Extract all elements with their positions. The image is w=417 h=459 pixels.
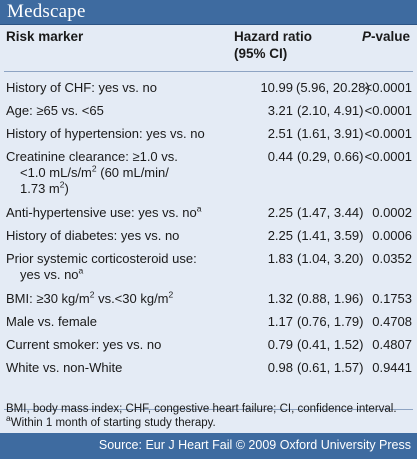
header-hazard-ratio: Hazard ratio (95% CI) (234, 28, 312, 62)
marker-text: ) (64, 181, 69, 196)
marker-text: vs.<30 kg/m (94, 291, 169, 306)
marker-superscript: 2 (59, 179, 65, 190)
header-hazard-ratio-line2: (95% CI) (234, 46, 288, 61)
source-bar: Source: Eur J Heart Fail © 2009 Oxford U… (0, 433, 417, 459)
marker-superscript: 2 (91, 163, 97, 174)
footnote-marker: a (6, 413, 11, 424)
hazard-ratio-cell: 1.83 (267, 251, 293, 266)
footnote-marker: a (196, 203, 202, 214)
footnote-marker: a (78, 265, 84, 276)
header-hazard-ratio-line1: Hazard ratio (234, 29, 313, 44)
marker-text: <1.0 mL/s/m (20, 165, 92, 180)
marker-text: 1.73 m (20, 181, 60, 196)
hazard-ratio-cell: 1.17 (267, 314, 293, 329)
ci-cell: (1.41, 3.59) (297, 228, 364, 243)
footnote-text: Within 1 month of starting study therapy… (10, 417, 216, 429)
marker-line: Creatinine clearance: ≥1.0 vs. (6, 149, 178, 164)
ci-cell: (1.47, 3.44) (297, 205, 364, 220)
hazard-ratio-cell: 1.32 (267, 291, 293, 306)
brand-bar: Medscape (0, 0, 417, 25)
ci-cell: (0.88, 1.96) (297, 291, 364, 306)
p-value-cell: <0.0001 (364, 80, 412, 95)
p-value-cell: 0.0006 (372, 228, 412, 243)
medscape-logo[interactable]: Medscape (7, 1, 86, 22)
p-value-cell: <0.0001 (364, 149, 412, 164)
p-value-cell: <0.0001 (364, 126, 412, 141)
risk-marker-cell: Prior systemic corticosteroid use: yes v… (6, 251, 234, 283)
hazard-ratio-cell: 2.25 (267, 205, 293, 220)
marker-text: BMI: ≥30 kg/m (6, 291, 90, 306)
risk-marker-cell: White vs. non-White (6, 360, 123, 375)
marker-line: yes vs. noa (6, 265, 234, 283)
marker-superscript: 2 (168, 289, 174, 300)
risk-marker-cell: History of CHF: yes vs. no (6, 80, 157, 95)
hazard-ratio-cell: 3.21 (267, 103, 293, 118)
ci-cell: (0.29, 0.66) (297, 149, 364, 164)
source-credit: Source: Eur J Heart Fail © 2009 Oxford U… (98, 438, 411, 452)
header-risk-marker: Risk marker (6, 29, 84, 44)
p-value-cell: 0.4807 (372, 337, 412, 352)
marker-text: Anti-hypertensive use: yes vs. no (6, 205, 197, 220)
ci-cell: (0.76, 1.79) (297, 314, 364, 329)
hazard-ratio-cell: 0.98 (267, 360, 293, 375)
risk-marker-cell: Age: ≥65 vs. <65 (6, 103, 104, 118)
p-value-cell: 0.4708 (372, 314, 412, 329)
marker-text: yes vs. no (20, 267, 79, 282)
hazard-ratio-cell: 10.99 (260, 80, 293, 95)
footnote-abbreviations: BMI, body mass index; CHF, congestive he… (6, 403, 397, 415)
hazard-ratio-cell: 2.51 (267, 126, 293, 141)
hazard-ratio-cell: 0.44 (267, 149, 293, 164)
table-bottom-rule (4, 409, 413, 410)
marker-text: (60 mL/min/ (96, 165, 169, 180)
risk-marker-cell: Current smoker: yes vs. no (6, 337, 162, 352)
header-p-rest: -value (371, 29, 411, 44)
risk-marker-cell: Male vs. female (6, 314, 98, 329)
ci-cell: (1.04, 3.20) (297, 251, 364, 266)
hazard-ratio-cell: 0.79 (267, 337, 293, 352)
p-value-cell: 0.9441 (372, 360, 412, 375)
header-p-value: P-value (362, 28, 410, 45)
risk-marker-cell: History of diabetes: yes vs. no (6, 228, 180, 243)
p-value-cell: 0.1753 (372, 291, 412, 306)
risk-marker-cell: History of hypertension: yes vs. no (6, 126, 205, 141)
risk-marker-cell: BMI: ≥30 kg/m2 vs.<30 kg/m2 (6, 289, 234, 307)
hazard-ratio-cell: 2.25 (267, 228, 293, 243)
p-value-cell: 0.0352 (372, 251, 412, 266)
header-p-italic: P (362, 29, 372, 44)
table-panel: Risk marker Hazard ratio (95% CI) P-valu… (0, 25, 417, 433)
risk-marker-cell: Anti-hypertensive use: yes vs. noa (6, 203, 234, 221)
footnote-a: aWithin 1 month of starting study therap… (6, 413, 216, 430)
header-rule (4, 71, 413, 72)
ci-cell: (1.61, 3.91) (297, 126, 364, 141)
ci-cell: (5.96, 20.28) (296, 80, 370, 95)
ci-cell: (0.61, 1.57) (297, 360, 364, 375)
p-value-cell: <0.0001 (364, 103, 412, 118)
ci-cell: (2.10, 4.91) (297, 103, 364, 118)
p-value-cell: 0.0002 (372, 205, 412, 220)
ci-cell: (0.41, 1.52) (297, 337, 364, 352)
marker-line: <1.0 mL/s/m2 (60 mL/min/ (6, 163, 234, 181)
marker-superscript: 2 (89, 289, 95, 300)
risk-marker-cell: Creatinine clearance: ≥1.0 vs. <1.0 mL/s… (6, 149, 234, 197)
marker-line: 1.73 m2) (6, 179, 234, 197)
marker-line: Prior systemic corticosteroid use: (6, 251, 197, 266)
